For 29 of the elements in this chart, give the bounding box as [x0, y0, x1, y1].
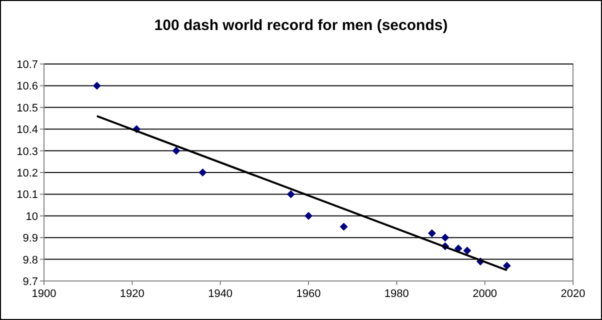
- x-tick-label: 1960: [296, 288, 321, 300]
- point: [286, 190, 295, 198]
- point: [441, 234, 450, 242]
- x-tick-label: 2020: [560, 288, 586, 300]
- point: [172, 146, 180, 155]
- x-tick-label: 1940: [208, 288, 233, 300]
- y-tick-label: 10.3: [16, 146, 38, 158]
- y-tick-label: 9.7: [22, 276, 38, 288]
- y-tick-label: 10.4: [16, 124, 38, 136]
- x-tick-label: 1920: [120, 288, 144, 300]
- y-tick-label: 10: [26, 210, 38, 223]
- x-tick-label: 1980: [384, 288, 409, 300]
- point: [463, 246, 472, 255]
- point: [304, 212, 312, 220]
- y-tick-label: 10.7: [16, 59, 38, 71]
- chart-title: 100 dash world record for men (seconds): [154, 17, 448, 34]
- point: [340, 222, 348, 231]
- x-tick-label: 2000: [472, 288, 498, 300]
- y-tick-label: 10.1: [16, 189, 38, 202]
- point: [92, 82, 101, 90]
- point: [502, 262, 511, 270]
- y-tick-label: 9.9: [22, 232, 38, 245]
- y-tick-label: 10.5: [16, 102, 38, 114]
- y-tick-label: 10.6: [16, 80, 38, 93]
- x-tick-label: 1900: [32, 288, 56, 300]
- y-tick-label: 9.8: [22, 254, 38, 266]
- point: [428, 229, 436, 238]
- y-tick-label: 10.2: [16, 168, 38, 180]
- point: [198, 168, 207, 176]
